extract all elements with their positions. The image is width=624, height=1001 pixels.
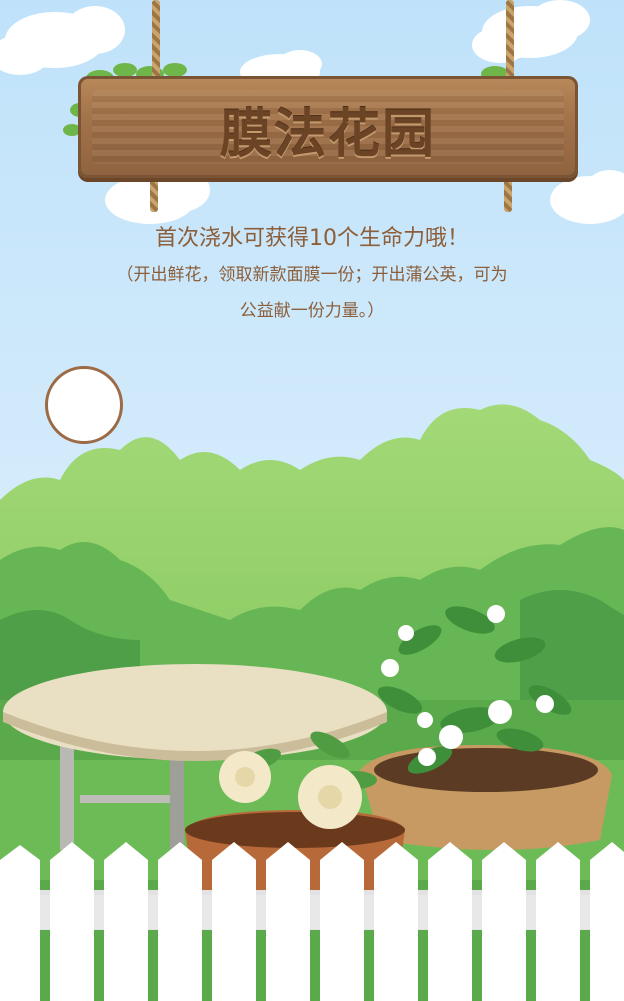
rope-left	[152, 0, 160, 100]
rope-right	[506, 0, 514, 100]
avatar[interactable]	[45, 366, 123, 444]
reward-detail-line1: （开出鲜花，领取新款面膜一份；开出蒲公英，可为	[116, 265, 508, 285]
reward-detail-line2: 公益献一份力量。）	[239, 301, 385, 321]
gardenia-icon	[360, 605, 612, 850]
watering-reward-text: 首次浇水可获得10个生命力哦！	[155, 226, 469, 251]
picket-fence	[0, 842, 624, 1001]
sign-title: 膜法花园	[219, 104, 436, 165]
garden-table-icon	[3, 664, 387, 850]
rope-left-bottom	[150, 160, 158, 212]
rope-right-bottom	[504, 160, 512, 212]
wooden-sign: 膜法花园	[78, 76, 578, 178]
